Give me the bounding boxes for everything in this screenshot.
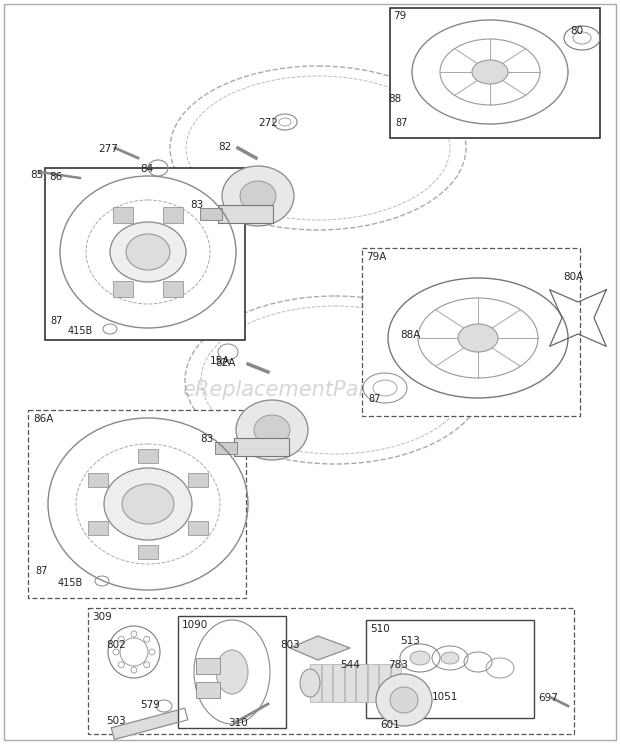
Text: 503: 503 [106,716,126,726]
Bar [390,8,600,138]
Text: 85: 85 [30,170,43,180]
Text: 87: 87 [50,316,63,326]
Ellipse shape [240,181,276,211]
Bar [188,473,208,487]
Ellipse shape [222,166,294,226]
Ellipse shape [458,324,498,352]
Ellipse shape [376,674,432,726]
Text: 544: 544 [340,660,360,670]
Bar [45,168,245,340]
Bar [178,616,286,728]
Ellipse shape [300,669,320,697]
Bar [28,410,246,598]
Text: 82A: 82A [215,358,236,368]
Bar [333,664,343,702]
Bar [368,664,378,702]
Text: 80: 80 [570,26,583,36]
Text: 86A: 86A [33,414,53,424]
Bar [345,664,355,702]
Ellipse shape [410,651,430,665]
Polygon shape [112,708,188,740]
Text: 83: 83 [190,200,203,210]
Text: 309: 309 [92,612,112,622]
Bar [113,281,133,298]
Text: 83: 83 [200,434,213,444]
Text: 15A: 15A [210,356,231,366]
Bar [234,438,289,456]
Text: 87: 87 [35,566,47,576]
Text: 82: 82 [218,142,231,152]
Text: 1090: 1090 [182,620,208,630]
Text: 1051: 1051 [432,692,458,702]
Bar [88,473,108,487]
Ellipse shape [216,650,248,694]
Bar [391,664,401,702]
Bar [362,248,580,416]
Bar [163,207,183,222]
Text: 277: 277 [98,144,118,154]
Text: 79A: 79A [366,252,386,262]
Ellipse shape [126,234,170,270]
Text: 802: 802 [106,640,126,650]
Bar [200,208,222,220]
Text: 88: 88 [388,94,401,104]
Ellipse shape [104,468,192,540]
Text: 415B: 415B [58,578,83,588]
Text: 510: 510 [370,624,390,634]
Text: 87: 87 [395,118,407,128]
Text: 88A: 88A [400,330,420,340]
Text: 803: 803 [280,640,299,650]
Bar [366,620,534,718]
Text: 84: 84 [140,164,153,174]
Ellipse shape [472,60,508,84]
Bar [138,545,158,559]
Bar [88,608,574,734]
Ellipse shape [254,415,290,445]
Bar [356,664,366,702]
Ellipse shape [236,400,308,460]
Text: 272: 272 [258,118,278,128]
Polygon shape [290,636,350,660]
Text: 310: 310 [228,718,248,728]
Text: 783: 783 [388,660,408,670]
Bar [322,664,332,702]
Text: eReplacementParts.com: eReplacementParts.com [182,380,438,400]
Bar [163,281,183,298]
Bar [188,521,208,535]
Bar [215,442,237,454]
Bar [310,664,321,702]
Text: 415B: 415B [68,326,93,336]
Text: 513: 513 [400,636,420,646]
Bar [138,449,158,463]
Bar [113,207,133,222]
Text: 601: 601 [380,720,400,730]
Ellipse shape [110,222,186,282]
Ellipse shape [441,652,459,664]
Bar [379,664,389,702]
Ellipse shape [390,687,418,713]
Bar [88,521,108,535]
Text: 79: 79 [393,11,406,21]
Bar [196,682,220,698]
Bar [196,658,220,674]
Text: 579: 579 [140,700,160,710]
Text: 86: 86 [49,172,62,182]
Text: 80A: 80A [563,272,583,282]
Bar [218,205,273,223]
Text: 87: 87 [368,394,381,404]
Text: 697: 697 [538,693,558,703]
Ellipse shape [122,484,174,524]
